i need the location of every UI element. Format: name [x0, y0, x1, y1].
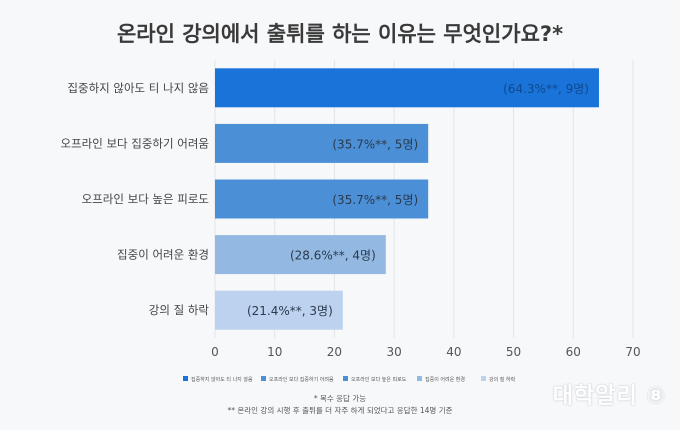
bar [215, 68, 599, 108]
data-label: (35.7%**, 5명) [332, 137, 418, 151]
data-label: (28.6%**, 4명) [290, 249, 376, 263]
category-label: 강의 질 하락 [149, 303, 210, 317]
legend-swatch [261, 376, 266, 381]
x-tick-label: 40 [446, 345, 461, 359]
category-label: 오프라인 보다 높은 피로도 [82, 192, 209, 206]
chart-title: 온라인 강의에서 출튀를 하는 이유는 무엇인가요?* [116, 22, 564, 46]
x-tick-label: 20 [327, 345, 342, 359]
category-label: 오프라인 보다 집중하기 어려움 [60, 136, 209, 150]
legend-label: 집중이 어려운 환경 [425, 376, 465, 383]
legend-swatch [343, 376, 348, 381]
legend-label: 강의 질 하락 [489, 376, 516, 383]
legend-label: 집중하지 않아도 티 나지 않음 [191, 376, 253, 383]
x-tick-label: 0 [211, 345, 219, 359]
bar [215, 123, 429, 163]
legend-label: 오프라인 보다 높은 피로도 [351, 376, 407, 383]
bar [215, 235, 386, 275]
legend-label: 오프라인 보다 집중하기 어려움 [269, 376, 334, 383]
bar [215, 179, 429, 219]
data-label: (35.7%**, 5명) [332, 193, 418, 207]
data-label: (21.4%**, 3명) [247, 304, 333, 318]
data-label: (64.3%**, 9명) [503, 82, 589, 96]
bar [215, 290, 343, 330]
category-label: 집중하지 않아도 티 나지 않음 [67, 81, 209, 95]
legend-swatch [417, 376, 422, 381]
footnotes: * 복수 응답 가능 ** 온라인 강의 시행 후 출튀를 더 자주 하게 되었… [0, 393, 680, 417]
category-label: 집중이 어려운 환경 [117, 248, 209, 262]
legend-swatch [183, 376, 188, 381]
x-tick-label: 30 [387, 345, 402, 359]
x-tick-label: 10 [267, 345, 282, 359]
footnote-sample-basis: ** 온라인 강의 시행 후 출튀를 더 자주 하게 되었다고 응답한 14명 … [227, 406, 453, 415]
x-tick-label: 70 [625, 345, 640, 359]
brand-logo: 대학알리 ⑧ [552, 384, 666, 409]
x-tick-label: 50 [506, 345, 521, 359]
x-tick-label: 60 [566, 345, 581, 359]
legend-swatch [481, 376, 486, 381]
footnote-multiple-answers: * 복수 응답 가능 [313, 394, 367, 403]
